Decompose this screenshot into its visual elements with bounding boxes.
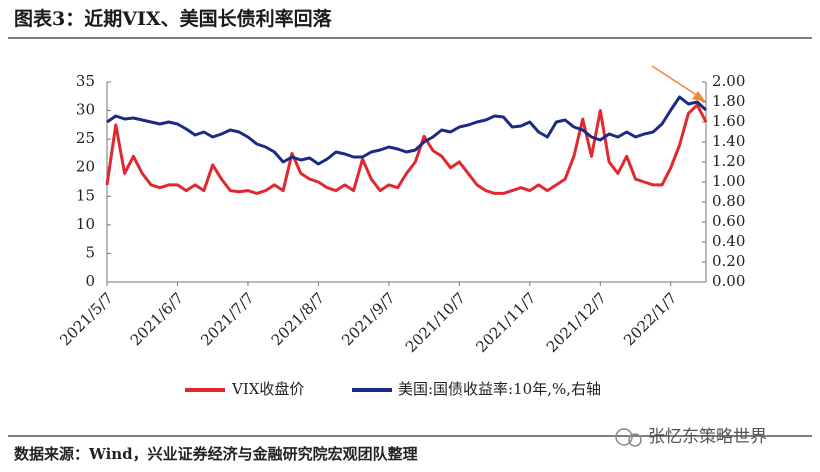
x-tick-label: 2021/5/7 bbox=[56, 289, 116, 349]
x-tick-label: 2021/6/7 bbox=[127, 289, 187, 349]
y-tick-label: 20 bbox=[76, 158, 95, 176]
y-tick-label: 25 bbox=[76, 129, 95, 147]
annotation-arrowhead bbox=[692, 91, 706, 102]
x-tick-label: 2021/7/7 bbox=[197, 289, 257, 349]
watermark: 张忆东策略世界 bbox=[648, 427, 767, 447]
annotation-arrow bbox=[651, 65, 699, 97]
x-tick-label: 2021/11/7 bbox=[472, 289, 539, 356]
y2-tick-label: 1.60 bbox=[712, 112, 745, 130]
x-tick-label: 2021/10/7 bbox=[402, 289, 469, 356]
watermark-icon bbox=[628, 433, 642, 447]
chart-title: 图表3：近期VIX、美国长债利率回落 bbox=[14, 7, 333, 30]
legend-label: VIX收盘价 bbox=[231, 380, 304, 398]
y2-tick-label: 0.20 bbox=[712, 252, 745, 270]
x-tick-label: 2022/1/7 bbox=[620, 289, 680, 349]
y-tick-label: 10 bbox=[76, 215, 95, 233]
y-tick-label: 0 bbox=[85, 272, 95, 290]
y-tick-label: 30 bbox=[76, 101, 95, 119]
source: 数据来源：Wind，兴业证券经济与金融研究院宏观团队整理 bbox=[14, 445, 418, 463]
x-tick-label: 2021/8/7 bbox=[268, 289, 328, 349]
y2-tick-label: 0.00 bbox=[712, 272, 745, 290]
y-tick-label: 35 bbox=[76, 72, 95, 90]
series-line bbox=[105, 103, 708, 195]
y2-tick-label: 2.00 bbox=[712, 72, 745, 90]
y2-tick-label: 1.00 bbox=[712, 172, 745, 190]
y2-tick-label: 0.40 bbox=[712, 232, 745, 250]
y-tick-label: 5 bbox=[85, 243, 95, 261]
watermark-icon bbox=[615, 428, 633, 446]
series-line bbox=[106, 95, 708, 166]
y2-tick-label: 0.60 bbox=[712, 212, 745, 230]
y2-tick-label: 1.40 bbox=[712, 132, 745, 150]
x-tick-label: 2021/9/7 bbox=[338, 289, 398, 349]
legend-label: 美国:国债收益率:10年,%,右轴 bbox=[398, 380, 601, 398]
y2-tick-label: 1.80 bbox=[712, 92, 745, 110]
x-tick-label: 2021/12/7 bbox=[543, 289, 610, 356]
y-tick-label: 15 bbox=[76, 186, 95, 204]
y2-tick-label: 0.80 bbox=[712, 192, 745, 210]
y2-tick-label: 1.20 bbox=[712, 152, 745, 170]
